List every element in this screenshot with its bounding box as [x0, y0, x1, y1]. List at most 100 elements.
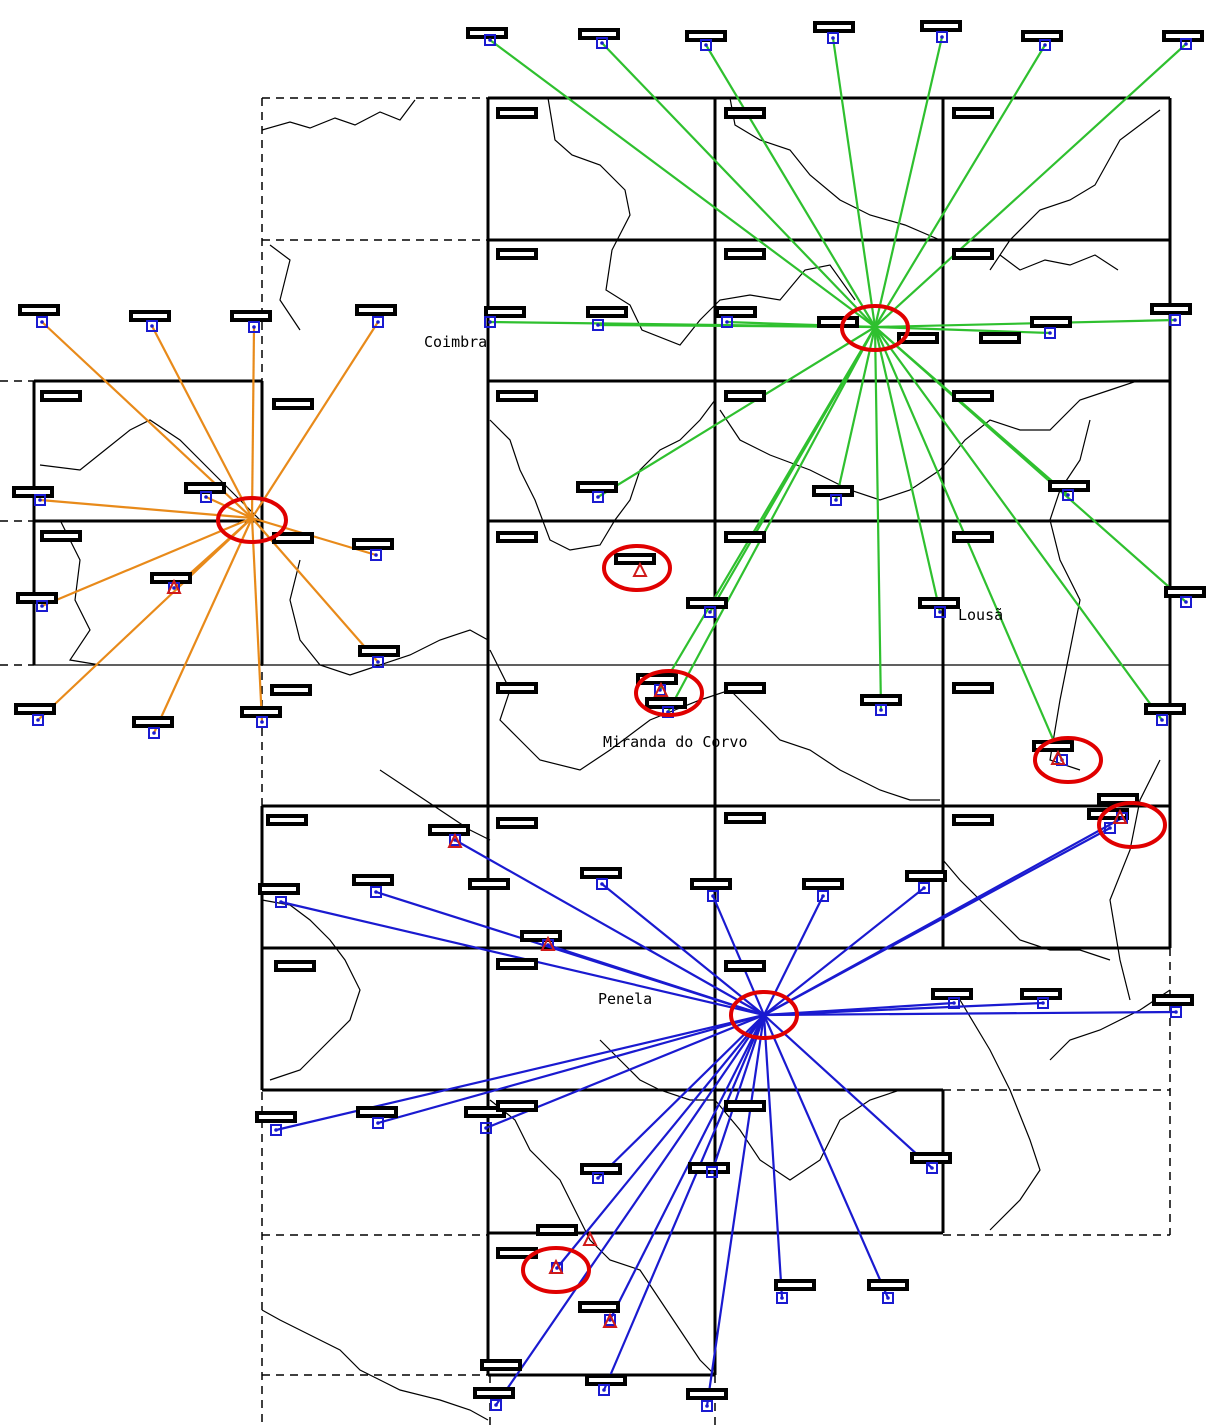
sheet-label-box [272, 532, 314, 544]
observation-ray [659, 326, 876, 691]
red-circle-highlight [840, 304, 910, 352]
boundary-line [942, 859, 1111, 961]
square-station-icon [596, 878, 608, 890]
sheet-label-box [270, 684, 312, 696]
observation-ray [762, 1014, 784, 1299]
observation-ray [831, 37, 877, 328]
square-station-icon [1044, 327, 1056, 339]
sheet-label-box [918, 597, 960, 609]
sheet-label-box [952, 682, 994, 694]
square-station-icon [270, 1124, 282, 1136]
square-station-icon [1180, 38, 1192, 50]
boundary-line [489, 1099, 716, 1376]
sheet-label-box [724, 107, 766, 119]
observation-ray [205, 495, 253, 520]
square-station-icon [34, 494, 46, 506]
sheet-label-box [274, 960, 316, 972]
square-station-icon [598, 1384, 610, 1396]
boundary-line [999, 254, 1119, 271]
square-station-icon [148, 727, 160, 739]
observation-ray [710, 1014, 766, 1173]
sheet-label-box [1032, 740, 1074, 752]
sheet-label-box [724, 812, 766, 824]
square-station-icon [36, 316, 48, 328]
sheet-label-box [724, 960, 766, 972]
sheet-label-box [258, 883, 300, 895]
observation-ray [834, 326, 877, 501]
square-station-icon [1170, 1006, 1182, 1018]
square-station-icon [721, 316, 733, 328]
triangle-marker-icon [602, 1312, 618, 1328]
sheet-label-box [496, 817, 538, 829]
sheet-label-box [356, 1106, 398, 1118]
sheet-label-box [910, 1152, 952, 1164]
blue-observation-rays [275, 817, 1177, 1407]
sheet-label-box [266, 814, 308, 826]
square-station-icon [707, 890, 719, 902]
observation-ray [454, 839, 765, 1016]
sheet-label-box [272, 398, 314, 410]
square-station-icon [776, 1292, 788, 1304]
sheet-label-box [724, 390, 766, 402]
boundary-line [261, 1309, 489, 1421]
sheet-label-box [715, 306, 757, 318]
square-station-icon [704, 606, 716, 618]
sheet-label-box [480, 1359, 522, 1371]
sheet-label-box [578, 28, 620, 40]
square-station-icon [372, 1117, 384, 1129]
sheet-label-box [132, 716, 174, 728]
square-station-icon [1180, 596, 1192, 608]
square-station-icon [372, 656, 384, 668]
observation-ray [275, 1013, 765, 1132]
sheet-label-box [645, 697, 687, 709]
square-station-icon [592, 319, 604, 331]
observation-ray [874, 326, 1163, 721]
observation-ray [601, 42, 876, 328]
sheet-label-box [464, 1106, 506, 1118]
sheet-label-box [150, 572, 192, 584]
sheet-label-box [1164, 586, 1206, 598]
sheet-label-box [685, 30, 727, 42]
square-station-icon [490, 1399, 502, 1411]
sheet-label-box [18, 304, 60, 316]
observation-ray [602, 1014, 766, 1391]
sheet-label-box [496, 390, 538, 402]
sheet-label-box [1021, 30, 1063, 42]
sheet-label-box [774, 1279, 816, 1291]
observation-ray [874, 44, 1046, 328]
square-station-icon [592, 1172, 604, 1184]
boundary-line [269, 244, 301, 331]
boundary-line [1049, 989, 1171, 1061]
square-station-icon [701, 1400, 713, 1412]
sheet-label-box [690, 878, 732, 890]
sheet-label-box [952, 248, 994, 260]
sheet-label-box [585, 1374, 627, 1386]
square-station-icon [1169, 314, 1181, 326]
triangle-marker-icon [548, 1258, 564, 1274]
sheet-label-box [40, 530, 82, 542]
square-station-icon [948, 997, 960, 1009]
square-station-icon [936, 31, 948, 43]
triangle-marker-icon [1050, 749, 1066, 765]
square-station-icon [370, 886, 382, 898]
red-circle-highlight [216, 496, 288, 544]
observation-ray [489, 39, 876, 328]
sheet-label-box [1087, 808, 1129, 820]
observation-ray [250, 326, 256, 519]
observation-ray [251, 321, 379, 519]
place-label-lousa: Lousã [958, 606, 1003, 624]
boundary-line [989, 109, 1161, 271]
sheet-label-box [496, 248, 538, 260]
sheet-label-box [1150, 303, 1192, 315]
observation-ray [37, 517, 253, 721]
sheet-label-box [1020, 988, 1062, 1000]
sheet-label-box [496, 682, 538, 694]
sheet-label-box [428, 824, 470, 836]
sheet-label-box [355, 304, 397, 316]
sheet-label-box [40, 390, 82, 402]
sheet-label-box [686, 1388, 728, 1400]
boundary-line [39, 419, 261, 521]
sheet-label-box [129, 310, 171, 322]
sheet-label-box [496, 958, 538, 970]
square-station-icon [200, 491, 212, 503]
